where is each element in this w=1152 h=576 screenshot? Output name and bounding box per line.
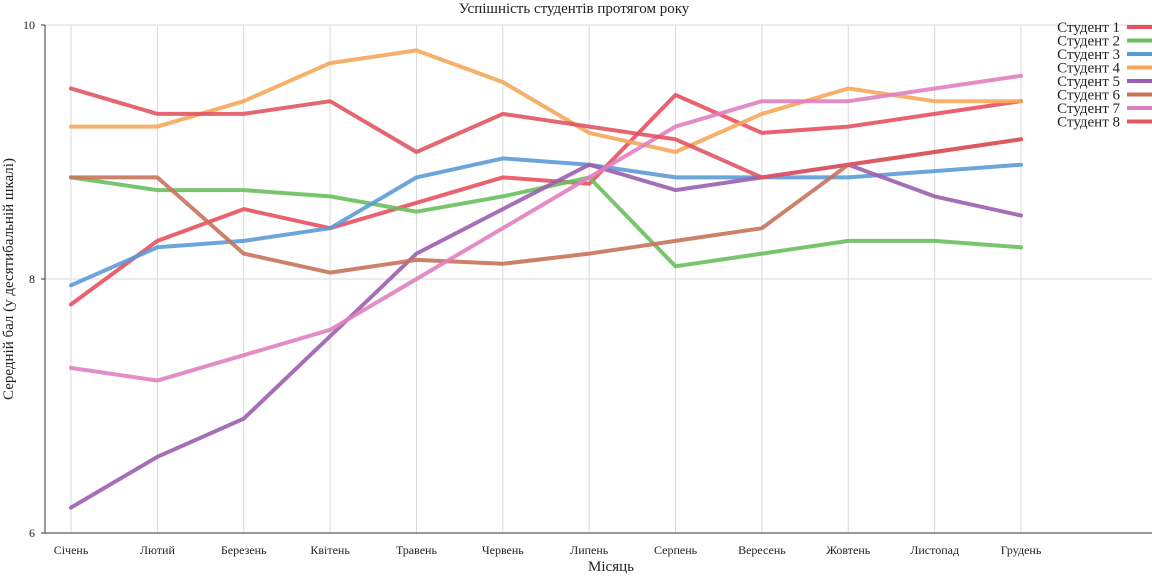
axes: Січень Лютий Березень Квітень Травень Червень… — [23, 18, 1152, 557]
series-line — [69, 162, 1023, 510]
x-tick-label: Лютий — [140, 543, 176, 557]
y-axis-label: Середній бал (у десятибальній шкалі) — [1, 158, 17, 400]
x-tick-label: Листопад — [910, 543, 959, 557]
x-tick-label: Вересень — [738, 543, 786, 557]
x-tick-label: Квітень — [310, 543, 350, 557]
x-tick-label: Січень — [54, 543, 89, 557]
x-tick-label: Березень — [221, 543, 267, 557]
legend-label: Студент 6 — [1057, 88, 1120, 104]
x-tick-label: Жовтень — [826, 543, 871, 557]
series-line — [69, 86, 1023, 180]
legend-label: Студент 3 — [1057, 47, 1120, 63]
series-line — [69, 48, 1023, 154]
legend-label: Студент 7 — [1057, 101, 1120, 117]
series-lines — [69, 48, 1023, 510]
x-tick-label: Липень — [570, 543, 609, 557]
x-axis-label: Місяць — [588, 559, 634, 575]
y-tick-label: 8 — [29, 272, 35, 286]
x-tick-label: Грудень — [1001, 543, 1042, 557]
legend-label: Студент 5 — [1057, 74, 1120, 90]
chart-title: Успішність студентів протягом року — [459, 1, 690, 17]
y-tick-label: 10 — [23, 18, 35, 32]
x-tick-label: Серпень — [654, 543, 698, 557]
x-tick-label: Червень — [482, 543, 524, 557]
legend-label: Студент 2 — [1057, 34, 1120, 50]
y-tick-label: 6 — [29, 526, 35, 540]
legend-label: Студент 1 — [1057, 20, 1120, 36]
legend-label: Студент 4 — [1057, 61, 1120, 77]
series-line — [69, 92, 1023, 307]
x-tick-label: Травень — [396, 543, 438, 557]
series-line — [69, 73, 1023, 383]
legend-label: Студент 8 — [1057, 115, 1120, 131]
